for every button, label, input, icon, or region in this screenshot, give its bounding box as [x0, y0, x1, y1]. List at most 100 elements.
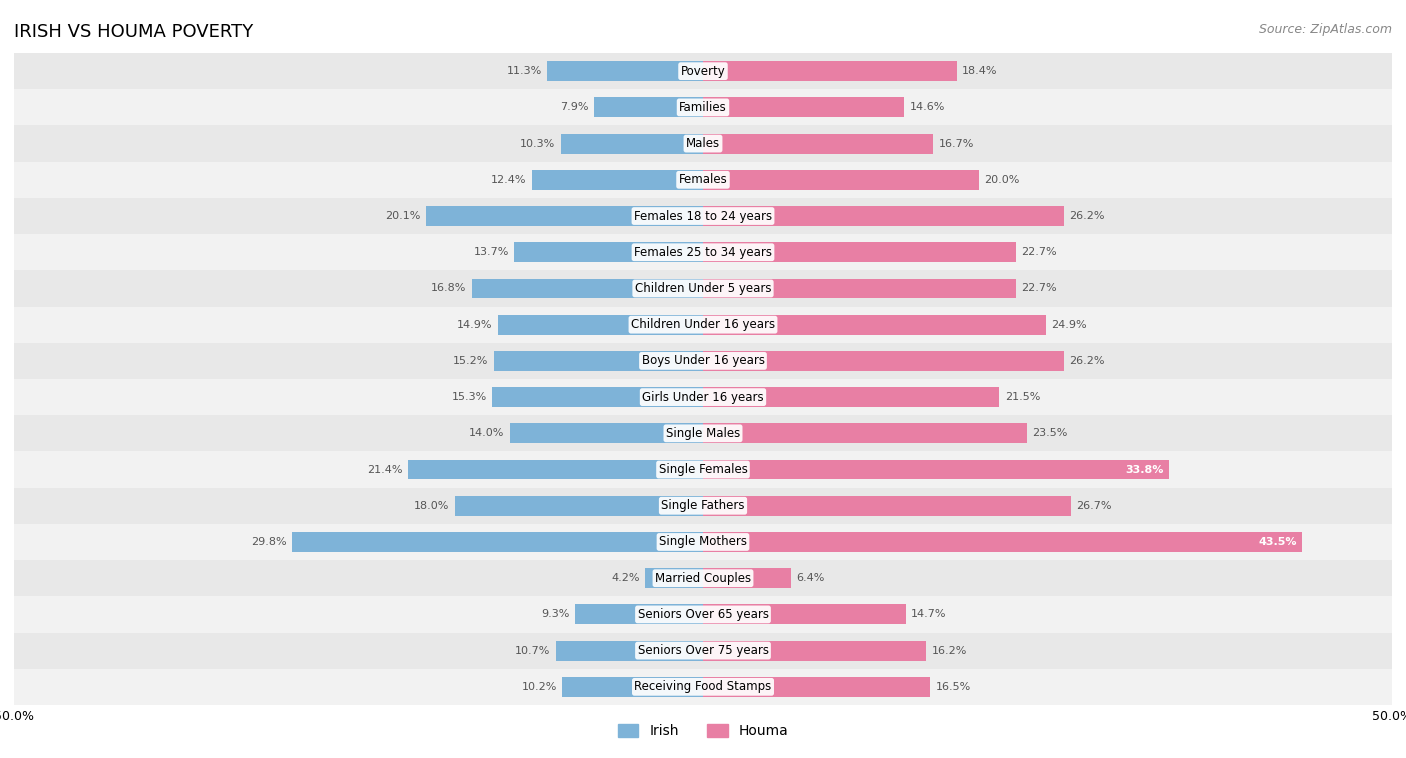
Bar	[14, 89, 1392, 126]
Bar	[14, 452, 1392, 487]
Text: 20.0%: 20.0%	[984, 175, 1019, 185]
Text: 16.8%: 16.8%	[430, 283, 465, 293]
Text: 13.7%: 13.7%	[474, 247, 509, 257]
Bar	[14, 415, 1392, 452]
Text: 14.0%: 14.0%	[470, 428, 505, 438]
Bar	[595, 98, 703, 117]
Text: Females 18 to 24 years: Females 18 to 24 years	[634, 209, 772, 223]
Text: Single Mothers: Single Mothers	[659, 535, 747, 549]
Bar	[14, 343, 1392, 379]
Text: Single Fathers: Single Fathers	[661, 500, 745, 512]
Bar	[494, 351, 703, 371]
Text: 14.6%: 14.6%	[910, 102, 945, 112]
Bar	[703, 496, 1071, 515]
Bar	[492, 387, 703, 407]
Bar	[547, 61, 703, 81]
Bar	[14, 487, 1392, 524]
Text: 22.7%: 22.7%	[1021, 283, 1057, 293]
Text: 14.7%: 14.7%	[911, 609, 946, 619]
Text: Males: Males	[686, 137, 720, 150]
Bar	[703, 532, 1302, 552]
Text: 10.2%: 10.2%	[522, 682, 557, 692]
Text: Married Couples: Married Couples	[655, 572, 751, 584]
Legend: Irish, Houma: Irish, Houma	[612, 719, 794, 744]
Text: Source: ZipAtlas.com: Source: ZipAtlas.com	[1258, 23, 1392, 36]
Bar	[703, 206, 1064, 226]
Bar	[408, 459, 703, 480]
Text: 26.2%: 26.2%	[1070, 356, 1105, 366]
Bar	[703, 170, 979, 190]
Text: Boys Under 16 years: Boys Under 16 years	[641, 355, 765, 368]
Text: Females 25 to 34 years: Females 25 to 34 years	[634, 246, 772, 258]
Bar	[292, 532, 703, 552]
Text: 26.7%: 26.7%	[1077, 501, 1112, 511]
Text: Receiving Food Stamps: Receiving Food Stamps	[634, 681, 772, 694]
Text: 16.2%: 16.2%	[932, 646, 967, 656]
Bar	[14, 306, 1392, 343]
Text: 29.8%: 29.8%	[252, 537, 287, 547]
Bar	[14, 53, 1392, 89]
Text: Seniors Over 75 years: Seniors Over 75 years	[637, 644, 769, 657]
Text: 16.5%: 16.5%	[936, 682, 972, 692]
Bar	[645, 568, 703, 588]
Bar	[14, 126, 1392, 161]
Text: Girls Under 16 years: Girls Under 16 years	[643, 390, 763, 403]
Text: 15.2%: 15.2%	[453, 356, 488, 366]
Bar	[575, 604, 703, 625]
Bar	[703, 133, 934, 154]
Bar	[14, 271, 1392, 306]
Bar	[14, 161, 1392, 198]
Text: 14.9%: 14.9%	[457, 320, 492, 330]
Bar	[703, 568, 792, 588]
Text: 43.5%: 43.5%	[1258, 537, 1296, 547]
Text: Single Females: Single Females	[658, 463, 748, 476]
Bar	[703, 459, 1168, 480]
Text: Families: Families	[679, 101, 727, 114]
Bar	[561, 133, 703, 154]
Bar	[531, 170, 703, 190]
Bar	[703, 677, 931, 697]
Text: Females: Females	[679, 174, 727, 186]
Bar	[14, 198, 1392, 234]
Text: 15.3%: 15.3%	[451, 392, 486, 402]
Text: Single Males: Single Males	[666, 427, 740, 440]
Text: Children Under 5 years: Children Under 5 years	[634, 282, 772, 295]
Text: 18.4%: 18.4%	[962, 66, 997, 76]
Bar	[14, 632, 1392, 669]
Bar	[515, 243, 703, 262]
Text: Seniors Over 65 years: Seniors Over 65 years	[637, 608, 769, 621]
Bar	[703, 424, 1026, 443]
Text: 10.7%: 10.7%	[515, 646, 550, 656]
Text: Children Under 16 years: Children Under 16 years	[631, 318, 775, 331]
Text: 26.2%: 26.2%	[1070, 211, 1105, 221]
Bar	[555, 641, 703, 660]
Bar	[703, 61, 956, 81]
Text: 22.7%: 22.7%	[1021, 247, 1057, 257]
Bar	[498, 315, 703, 334]
Bar	[471, 278, 703, 299]
Bar	[703, 278, 1015, 299]
Bar	[14, 560, 1392, 597]
Bar	[14, 669, 1392, 705]
Text: 4.2%: 4.2%	[612, 573, 640, 583]
Text: 11.3%: 11.3%	[506, 66, 541, 76]
Bar	[14, 524, 1392, 560]
Bar	[562, 677, 703, 697]
Bar	[14, 234, 1392, 271]
Bar	[703, 387, 1000, 407]
Text: 7.9%: 7.9%	[560, 102, 589, 112]
Text: 10.3%: 10.3%	[520, 139, 555, 149]
Text: 12.4%: 12.4%	[491, 175, 527, 185]
Bar	[703, 641, 927, 660]
Text: 24.9%: 24.9%	[1052, 320, 1087, 330]
Bar	[703, 315, 1046, 334]
Text: 21.4%: 21.4%	[367, 465, 402, 475]
Bar	[14, 379, 1392, 415]
Bar	[510, 424, 703, 443]
Text: IRISH VS HOUMA POVERTY: IRISH VS HOUMA POVERTY	[14, 23, 253, 41]
Bar	[456, 496, 703, 515]
Text: Poverty: Poverty	[681, 64, 725, 77]
Text: 33.8%: 33.8%	[1125, 465, 1163, 475]
Text: 6.4%: 6.4%	[797, 573, 825, 583]
Bar	[703, 243, 1015, 262]
